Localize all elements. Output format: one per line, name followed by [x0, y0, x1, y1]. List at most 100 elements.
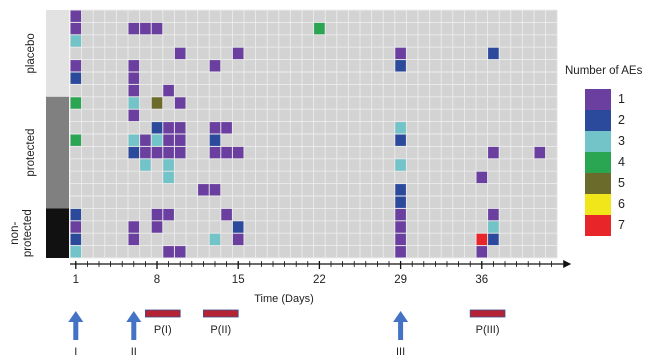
x-axis: 1 8 15 22 29 36	[70, 260, 572, 286]
heatmap-cell	[128, 221, 140, 233]
heatmap-cell	[163, 146, 174, 159]
heatmap-cell	[395, 221, 406, 233]
heatmap-cell	[534, 146, 546, 159]
heatmap-cell	[163, 134, 174, 146]
period-bar	[469, 309, 506, 318]
heatmap-cell	[488, 233, 499, 246]
heatmap-cell	[128, 109, 140, 122]
period-label: P(II)	[210, 324, 231, 336]
heatmap-cell	[128, 134, 140, 146]
legend-label-3: 3	[618, 134, 625, 148]
heatmap-cell	[209, 60, 221, 72]
legend-swatch-3	[585, 131, 611, 152]
heatmap-cell	[128, 97, 140, 109]
vaccination-arrow-shaft	[131, 320, 137, 340]
heatmap-cell	[221, 122, 232, 134]
heatmap-cell	[232, 146, 244, 159]
heatmap-cell	[140, 22, 151, 35]
heatmap-cell	[174, 146, 186, 159]
vaccination-arrow-head	[126, 311, 142, 322]
x-tick-label: 36	[475, 274, 488, 286]
legend-label-7: 7	[618, 218, 625, 232]
heatmap-cell	[395, 184, 406, 196]
heatmap-cell	[151, 122, 163, 134]
heatmap-cell	[395, 159, 406, 171]
x-axis-arrowhead	[563, 260, 572, 268]
heatmap-cell	[221, 146, 232, 159]
heatmap-cell	[70, 233, 82, 246]
heatmap-cell	[232, 233, 244, 246]
period-bar	[202, 309, 239, 318]
vaccination-arrow-head	[393, 311, 409, 322]
heatmap-cell	[395, 122, 406, 134]
heatmap-cell	[221, 208, 232, 221]
heatmap-cell	[70, 72, 82, 84]
heatmap-cell	[140, 159, 151, 171]
heatmap-cell	[151, 22, 163, 35]
legend-swatch-6	[585, 194, 611, 215]
group-label-1: protected	[25, 129, 37, 177]
heatmap-cell	[151, 97, 163, 109]
heatmap-cell	[395, 233, 406, 246]
heatmap-cell	[476, 171, 488, 184]
vaccination-arrow-shaft	[73, 320, 79, 340]
heatmap-cell	[232, 47, 244, 60]
heatmap-cell	[174, 134, 186, 146]
legend-swatch-5	[585, 173, 611, 194]
heatmap-cell	[174, 122, 186, 134]
group-bar-2	[46, 208, 69, 258]
heatmap-cell	[70, 208, 82, 221]
heatmap-cell	[128, 233, 140, 246]
heatmap-cell	[163, 159, 174, 171]
legend-label-2: 2	[618, 113, 625, 127]
heatmap-cell	[128, 72, 140, 84]
heatmap-cells	[70, 10, 546, 258]
heatmap-cell	[128, 60, 140, 72]
group-label-0: placebo	[25, 33, 37, 73]
x-tick-label: 22	[313, 274, 326, 286]
x-tick-label: 1	[73, 274, 79, 286]
heatmap-cell	[488, 208, 499, 221]
period-label: P(I)	[154, 324, 172, 336]
heatmap-cell	[140, 146, 151, 159]
heatmap-cell	[163, 171, 174, 184]
heatmap-cell	[395, 134, 406, 146]
heatmap-cell	[395, 208, 406, 221]
group-bar-0	[46, 10, 69, 97]
heatmap-cell	[151, 134, 163, 146]
heatmap-cell	[209, 233, 221, 246]
heatmap-cell	[163, 246, 174, 258]
vaccination-label: I	[74, 346, 77, 358]
x-axis-label: Time (Days)	[254, 293, 313, 305]
legend-label-6: 6	[618, 197, 625, 211]
heatmap-cell	[151, 146, 163, 159]
legend-label-4: 4	[618, 155, 625, 169]
heatmap-cell	[476, 233, 488, 246]
heatmap-cell	[151, 221, 163, 233]
heatmap-cell	[232, 221, 244, 233]
heatmap-cell	[209, 122, 221, 134]
legend-swatch-7	[585, 215, 611, 236]
legend-swatch-1	[585, 89, 611, 110]
heatmap-cell	[488, 221, 499, 233]
heatmap-cell	[128, 84, 140, 97]
heatmap-cell	[70, 221, 82, 233]
heatmap-cell	[395, 60, 406, 72]
heatmap-cell	[209, 134, 221, 146]
legend-swatch-4	[585, 152, 611, 173]
heatmap-cell	[209, 146, 221, 159]
heatmap-cell	[174, 97, 186, 109]
heatmap-cell	[174, 47, 186, 60]
heatmap-cell	[395, 246, 406, 258]
heatmap-cell	[163, 122, 174, 134]
legend-swatch-2	[585, 110, 611, 131]
heatmap-cell	[198, 184, 209, 196]
heatmap-cell	[70, 60, 82, 72]
heatmap-cell	[128, 22, 140, 35]
heatmap-cell	[314, 22, 325, 35]
vaccination-label: III	[396, 346, 405, 358]
group-label-2: non-protected	[9, 209, 34, 257]
heatmap-cell	[395, 47, 406, 60]
